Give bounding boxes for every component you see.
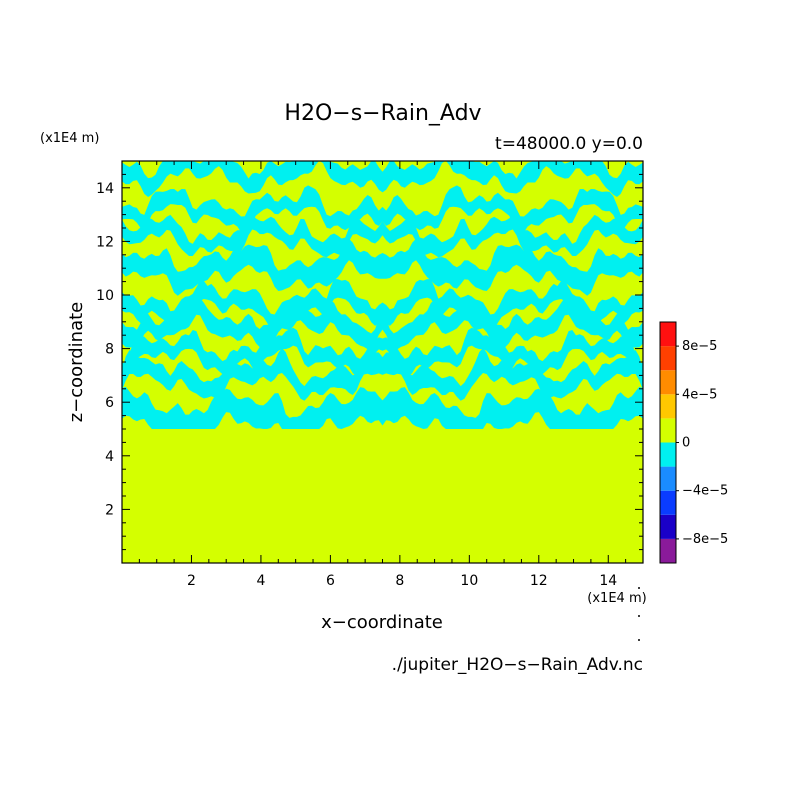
marker-dot — [638, 587, 640, 589]
y-tick-label: 12 — [96, 234, 114, 250]
plot-area — [121, 160, 644, 564]
x-tick-label: 4 — [256, 573, 265, 589]
negative-regions — [122, 160, 643, 429]
negative-region — [122, 297, 643, 350]
chart-title: H2O−s−Rain_Adv — [284, 101, 481, 126]
y-tick-label: 10 — [96, 288, 114, 304]
colorbar-segment — [660, 370, 676, 395]
x-axis-unit: (x1E4 m) — [587, 591, 646, 606]
colorbar-segment — [660, 466, 676, 491]
x-tick-label: 12 — [530, 573, 548, 589]
negative-region — [122, 160, 643, 197]
colorbar-tick-label: 8e−5 — [682, 339, 717, 354]
minor-ticks — [121, 160, 644, 564]
y-tick-label: 14 — [96, 181, 114, 197]
y-tick-label: 6 — [105, 395, 114, 411]
x-tick-label: 14 — [599, 573, 617, 589]
colorbar-segment — [660, 442, 676, 467]
colorbar-segment — [660, 418, 676, 443]
negative-region — [122, 327, 643, 380]
colorbar-tick-label: −4e−5 — [682, 484, 728, 499]
colorbar-tick-label: 4e−5 — [682, 387, 717, 402]
marker-dot — [638, 639, 640, 641]
colorbar — [659, 321, 679, 564]
colorbar-segment — [660, 322, 676, 347]
source-filename: ./jupiter_H2O−s−Rain_Adv.nc — [392, 655, 643, 675]
chart-subtitle: t=48000.0 y=0.0 — [495, 134, 643, 154]
negative-region — [122, 386, 643, 429]
colorbar-tick-labels: −8e−5 −4e−5 0 4e−5 8e−5 — [682, 339, 728, 547]
x-tick-label: 10 — [460, 573, 478, 589]
colorbar-tick-label: −8e−5 — [682, 532, 728, 547]
x-tick-label: 2 — [187, 573, 196, 589]
y-tick-labels: 2 4 6 8 10 12 14 — [96, 181, 114, 519]
negative-region — [122, 214, 643, 258]
x-axis-label: x−coordinate — [321, 612, 443, 633]
y-tick-label: 2 — [105, 502, 114, 518]
colorbar-segment — [660, 394, 676, 419]
negative-region — [122, 238, 643, 296]
y-tick-label: 4 — [105, 449, 114, 465]
colorbar-segment — [660, 538, 676, 563]
marker-dot — [638, 615, 640, 617]
negative-region — [122, 185, 643, 235]
x-tick-label: 8 — [395, 573, 404, 589]
colorbar-tick-label: 0 — [682, 436, 690, 451]
colorbar-segment — [660, 490, 676, 515]
major-ticks — [122, 161, 643, 563]
colorbar-segment — [660, 346, 676, 371]
negative-region — [122, 347, 643, 401]
y-tick-label: 8 — [105, 342, 114, 358]
x-tick-labels: 2 4 6 8 10 12 14 — [187, 573, 617, 589]
y-axis-label: z−coordinate — [66, 302, 87, 423]
colorbar-segment — [660, 514, 676, 539]
negative-region — [122, 279, 643, 333]
y-axis-unit: (x1E4 m) — [40, 131, 99, 146]
x-tick-label: 6 — [326, 573, 335, 589]
